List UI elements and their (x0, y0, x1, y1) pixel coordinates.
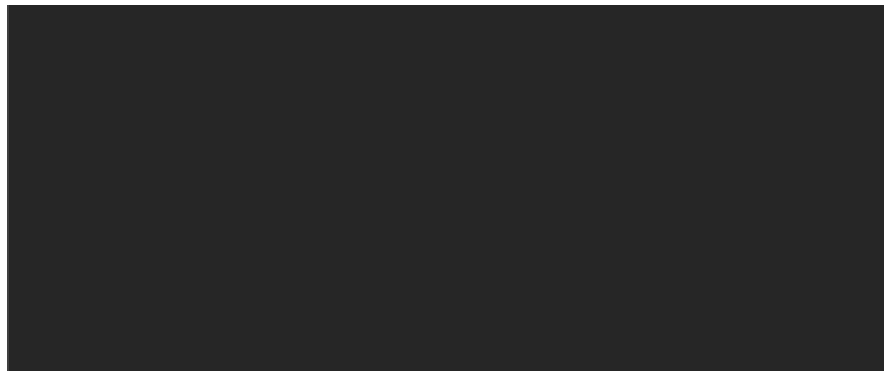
chart-frame (0, 0, 884, 371)
diverging-bar-chart (0, 0, 884, 371)
